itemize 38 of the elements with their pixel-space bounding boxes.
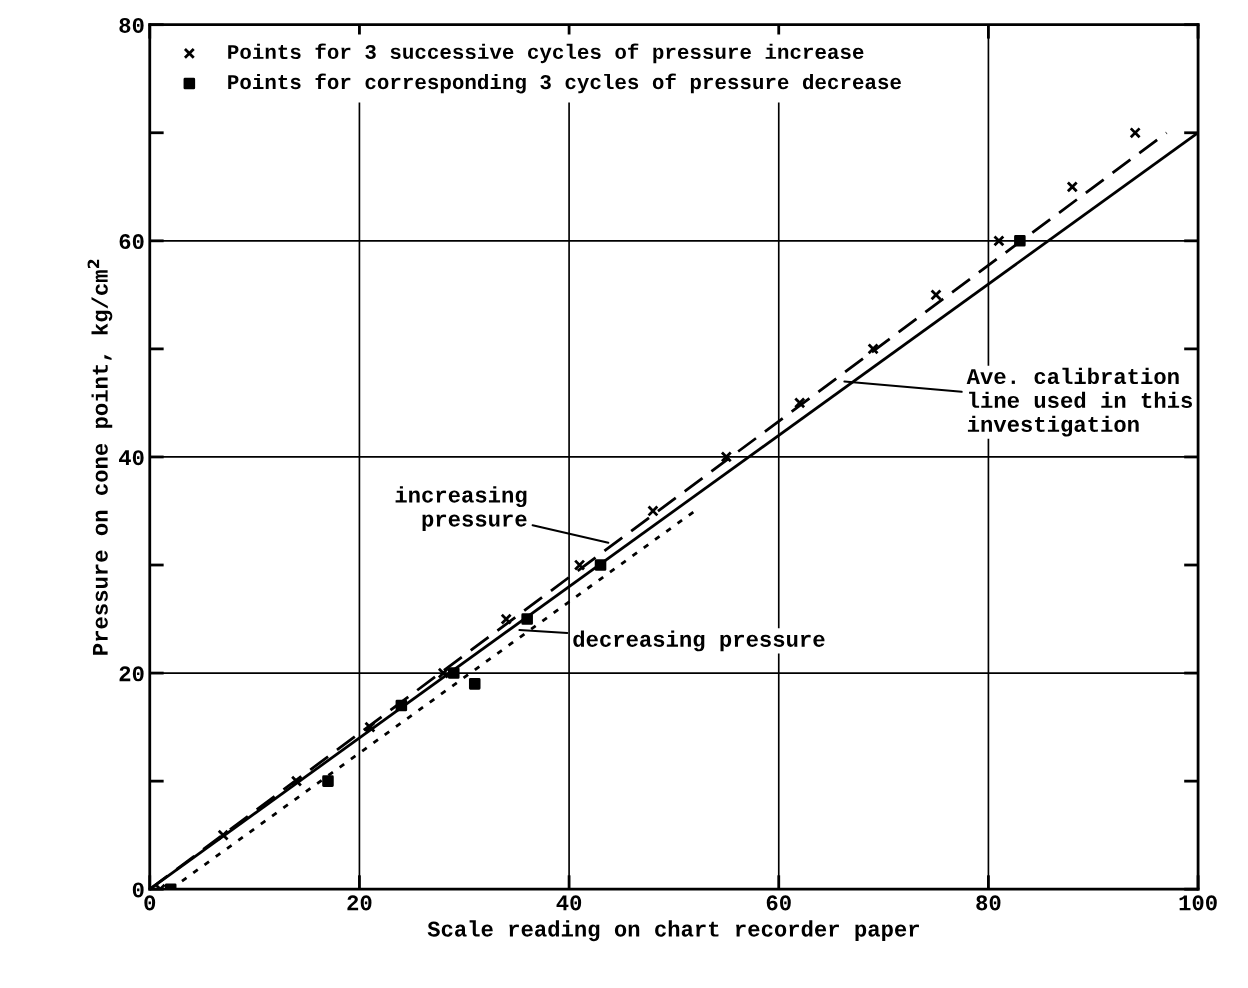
point: [447, 667, 460, 679]
y-tick-label: 40: [119, 450, 144, 466]
annotation: increasing pressure: [395, 486, 527, 532]
point: [647, 505, 659, 517]
x-tick-label: 40: [556, 895, 582, 911]
point: [573, 559, 586, 571]
point: [521, 613, 533, 625]
annotation: decreasing pressure: [573, 630, 825, 652]
y-tick-label: 0: [132, 882, 144, 898]
point: [993, 235, 1005, 247]
point: [217, 829, 229, 841]
point: [1014, 235, 1026, 247]
x-tick-label: 100: [1179, 895, 1217, 911]
point: [364, 721, 376, 733]
legend-label: Points for 3 successive cycles of pressure increase: [228, 43, 864, 64]
legend-label: Points for corresponding 3 cycles of pressure decrease: [228, 73, 901, 94]
y-axis-title: Pressure on cone point, kg/cm$^{2}$: [87, 259, 113, 655]
point: [720, 451, 733, 463]
y-tick-label: 60: [119, 234, 144, 250]
point: [793, 397, 806, 409]
annotation: Ave. calibration line used in this investigation: [966, 367, 1192, 437]
point: [322, 775, 334, 787]
x-tick-label: 80: [976, 895, 1001, 911]
point: [290, 775, 303, 787]
point: [1066, 181, 1079, 193]
point: [594, 559, 607, 571]
y-tick-label: 20: [119, 666, 144, 682]
x-tick-label: 20: [347, 895, 372, 911]
point: [1129, 126, 1141, 139]
point: [468, 678, 481, 690]
point: [930, 289, 942, 301]
x-axis-title: Scale reading on chart recorder paper: [427, 920, 919, 942]
x-tick-label: 60: [766, 895, 791, 911]
point: [867, 343, 879, 355]
point: [500, 613, 512, 625]
x-tick-label: 0: [144, 895, 156, 911]
y-tick-label: 80: [119, 17, 144, 33]
point: [395, 699, 408, 712]
